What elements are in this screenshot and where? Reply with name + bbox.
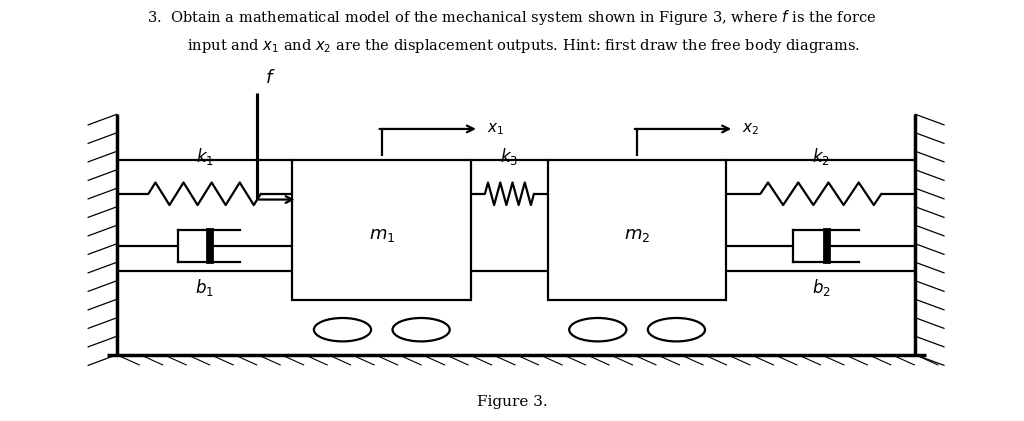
Text: $b_2$: $b_2$ (811, 277, 830, 298)
Text: $m_2$: $m_2$ (624, 226, 650, 243)
Text: $x_1$: $x_1$ (487, 121, 504, 137)
Text: $b_1$: $b_1$ (196, 277, 214, 298)
Text: Figure 3.: Figure 3. (477, 395, 547, 409)
Text: input and $x_1$ and $x_2$ are the displacement outputs. Hint: first draw the fre: input and $x_1$ and $x_2$ are the displa… (164, 37, 860, 55)
Text: $k_3$: $k_3$ (501, 146, 518, 167)
Bar (548, 160, 726, 301)
Text: $k_1$: $k_1$ (196, 146, 214, 167)
Text: $k_2$: $k_2$ (812, 146, 829, 167)
Text: 3.  Obtain a mathematical model of the mechanical system shown in Figure 3, wher: 3. Obtain a mathematical model of the me… (147, 8, 877, 27)
Text: $m_1$: $m_1$ (369, 226, 395, 243)
Text: $x_2$: $x_2$ (742, 121, 760, 137)
Text: $f$: $f$ (265, 69, 275, 87)
Bar (293, 160, 471, 301)
